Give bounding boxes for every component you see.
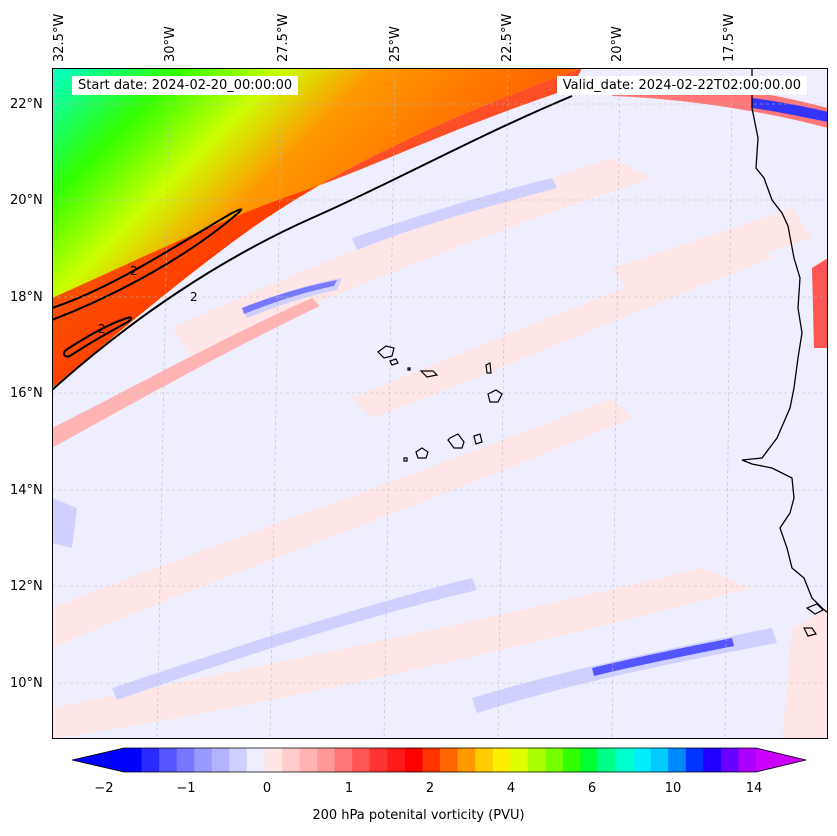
cbar-tick-2: 2 bbox=[425, 781, 435, 796]
colorbar-swatch bbox=[141, 748, 160, 772]
colorbar-swatch bbox=[176, 748, 195, 772]
colorbar-swatch bbox=[527, 748, 546, 772]
contour-label-1: 2 bbox=[130, 264, 138, 278]
red-band bbox=[52, 298, 320, 448]
lat-label-16n: 16°N bbox=[10, 386, 43, 401]
colorbar-swatch bbox=[194, 748, 213, 772]
lon-label-30w: 30°W bbox=[163, 26, 178, 62]
colorbar-swatch bbox=[650, 748, 669, 772]
colorbar-swatch bbox=[334, 748, 353, 772]
colorbar-swatch bbox=[264, 748, 283, 772]
colorbar-outline bbox=[72, 747, 807, 773]
lat-label-12n: 12°N bbox=[10, 579, 43, 594]
ne-blue-filament bbox=[752, 98, 828, 122]
colorbar-swatch bbox=[492, 748, 511, 772]
lon-label-20w: 20°W bbox=[610, 26, 625, 62]
blue-core-south bbox=[592, 638, 734, 676]
colorbar-swatch bbox=[422, 748, 441, 772]
colorbar-swatch bbox=[668, 748, 687, 772]
colorbar-swatch bbox=[475, 748, 494, 772]
east-edge-red bbox=[812, 258, 828, 348]
colorbar-swatch bbox=[580, 748, 599, 772]
pv-field-map: 2 2 2 bbox=[52, 68, 828, 739]
start-date-banner: Start date: 2024-02-20_00:00:00 bbox=[72, 76, 299, 95]
lon-label-22-5w: 22.5°W bbox=[500, 13, 515, 62]
colorbar-swatch bbox=[282, 748, 301, 772]
high-pv-edge bbox=[52, 68, 582, 388]
blue-core-north bbox=[242, 280, 337, 314]
colorbar-swatch bbox=[720, 748, 739, 772]
colorbar-swatch bbox=[598, 748, 617, 772]
lon-label-32-5w: 32.5°W bbox=[52, 13, 67, 62]
cbar-tick-10: 10 bbox=[664, 781, 682, 796]
colorbar-under-triangle bbox=[72, 748, 124, 772]
cape-verde-islands bbox=[377, 345, 503, 462]
map-panel: 2 2 2 bbox=[52, 68, 828, 739]
colorbar-swatch bbox=[562, 748, 581, 772]
colorbar-label: 200 hPa potenital vorticity (PVU) bbox=[312, 808, 525, 823]
gridlines bbox=[52, 68, 828, 739]
colorbar-swatch bbox=[124, 748, 143, 772]
lat-label-10n: 10°N bbox=[10, 676, 43, 691]
colorbar-swatch bbox=[633, 748, 652, 772]
lat-label-18n: 18°N bbox=[10, 290, 43, 305]
cbar-tick-1: 1 bbox=[344, 781, 354, 796]
contour-label-2: 2 bbox=[190, 290, 198, 304]
colorbar-swatch bbox=[703, 748, 722, 772]
lat-label-22n: 22°N bbox=[10, 97, 43, 112]
colorbar-swatch bbox=[685, 748, 704, 772]
colorbar-swatch bbox=[545, 748, 564, 772]
colorbar-swatch bbox=[404, 748, 423, 772]
colorbar-over-triangle bbox=[756, 748, 806, 772]
lat-label-14n: 14°N bbox=[10, 483, 43, 498]
cbar-tick-m1: −1 bbox=[176, 781, 196, 796]
lon-label-17-5w: 17.5°W bbox=[722, 13, 737, 62]
colorbar-swatch bbox=[615, 748, 634, 772]
valid-date-banner: Valid_date: 2024-02-22T02:00:00.00 bbox=[556, 76, 807, 95]
colorbar-swatch bbox=[440, 748, 459, 772]
cbar-tick-4: 4 bbox=[506, 781, 516, 796]
lon-label-27-5w: 27.5°W bbox=[276, 13, 291, 62]
cbar-tick-m2: −2 bbox=[94, 781, 114, 796]
lat-label-20n: 20°N bbox=[10, 193, 43, 208]
colorbar-swatch bbox=[352, 748, 371, 772]
high-pv-region bbox=[52, 68, 582, 388]
cbar-tick-0: 0 bbox=[262, 781, 272, 796]
cbar-tick-6: 6 bbox=[587, 781, 597, 796]
colorbar-swatch bbox=[299, 748, 318, 772]
colorbar-swatch bbox=[317, 748, 336, 772]
lon-label-25w: 25°W bbox=[388, 26, 403, 62]
colorbar-swatch bbox=[159, 748, 178, 772]
colorbar-swatch bbox=[229, 748, 248, 772]
pv2-contour bbox=[52, 95, 573, 391]
colorbar-swatch bbox=[457, 748, 476, 772]
colorbar-swatch bbox=[211, 748, 230, 772]
cbar-tick-14: 14 bbox=[745, 781, 763, 796]
colorbar-swatch bbox=[738, 748, 757, 772]
contour-label-3: 2 bbox=[98, 322, 106, 336]
african-coastline bbox=[741, 68, 828, 614]
colorbar-swatch bbox=[387, 748, 406, 772]
bissagos-islands bbox=[803, 603, 825, 637]
map-frame bbox=[52, 68, 828, 739]
colorbar-swatch bbox=[510, 748, 529, 772]
colorbar bbox=[72, 747, 807, 773]
colorbar-swatch bbox=[246, 748, 265, 772]
colorbar-swatch bbox=[369, 748, 388, 772]
